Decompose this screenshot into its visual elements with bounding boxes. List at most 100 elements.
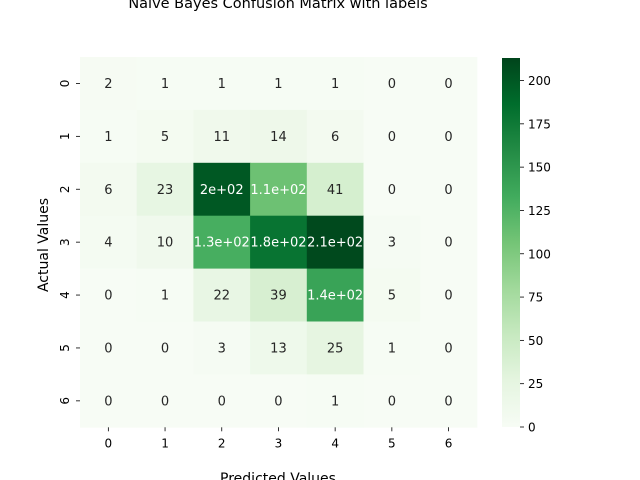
cell-label: 0 [161,341,169,356]
heatmap-cell [306,215,364,269]
cell-label: 0 [161,394,169,409]
heatmap-cell [250,268,308,322]
heatmap-cell [420,268,478,322]
heatmap-cell [136,321,194,375]
heatmap-cell [250,57,308,111]
heatmap-cell [250,162,308,217]
y-axis-ticks: 0 1 2 3 4 5 6 [58,80,80,405]
heatmap-cell [363,162,421,217]
heatmap-cell [193,268,251,322]
heatmap-cell [363,321,421,375]
heatmap-cells: 2 1 1 1 1 0 01 5 11 14 6 0 06 23 2e+02 1.1e+02 41 0 04 10 1.… [80,57,478,428]
cell-label: 1 [218,77,226,92]
cell-label: 1 [274,77,282,92]
heatmap-cell [80,374,138,428]
heatmap-cell [80,268,138,322]
cell-label: 5 [161,130,169,145]
heatmap-cell [306,321,364,375]
x-tick-label: 6 [445,436,453,450]
cell-label: 1 [331,77,339,92]
cell-label: 0 [274,394,282,409]
colorbar-tick-label: 175 [528,117,551,131]
heatmap-cell [306,162,364,217]
colorbar-ticks: 0 25 50 75 100 125 150 175 200 [520,74,551,435]
cell-label: 41 [327,183,344,198]
cell-label: 14 [270,130,287,145]
cell-label: 2e+02 [200,183,244,198]
heatmap-cell [363,57,421,111]
cell-label: 39 [270,289,287,304]
cell-label: 0 [388,394,396,409]
x-tick-label: 4 [331,436,339,450]
cell-label: 3 [388,236,396,251]
cell-label: 0 [388,130,396,145]
cell-label: 11 [213,130,230,145]
heatmap-cell [80,215,138,269]
heatmap-cell [250,321,308,375]
cell-label: 1.3e+02 [194,236,250,251]
heatmap-cell [193,57,251,111]
cell-label: 1 [331,394,339,409]
x-tick-label: 2 [218,436,226,450]
y-tick-label: 2 [58,185,72,193]
heatmap-cell [363,268,421,322]
heatmap-cell [136,162,194,217]
heatmap-cell [80,109,138,164]
cell-label: 6 [331,130,339,145]
cell-label: 0 [444,236,452,251]
heatmap-cell [420,109,478,164]
cell-label: 3 [218,341,226,356]
x-tick-label: 0 [105,436,113,450]
colorbar-tick-label: 75 [528,291,543,305]
y-tick-label: 5 [58,344,72,352]
colorbar-tick-label: 125 [528,204,551,218]
colorbar [502,58,520,427]
x-axis-label: Predicted Values [220,471,336,480]
colorbar-tick-label: 0 [528,421,536,435]
heatmap-cell [136,57,194,111]
chart-title: Naive Bayes Confusion Matrix with labels [128,0,427,12]
cell-label: 0 [444,130,452,145]
colorbar-tick-label: 100 [528,247,551,261]
y-tick-label: 3 [58,238,72,246]
heatmap-cell [193,109,251,164]
cell-label: 0 [104,394,112,409]
cell-label: 25 [327,341,344,356]
y-tick-label: 1 [58,133,72,141]
cell-label: 0 [104,341,112,356]
heatmap-cell [306,57,364,111]
heatmap-cell [136,109,194,164]
heatmap-cell [193,321,251,375]
heatmap-cell [306,268,364,322]
cell-label: 2.1e+02 [307,236,363,251]
y-tick-label: 6 [58,397,72,405]
heatmap-cell [306,374,364,428]
heatmap-cell [136,268,194,322]
colorbar-tick-label: 200 [528,74,551,88]
y-tick-label: 4 [58,291,72,299]
cell-label: 0 [444,394,452,409]
cell-label: 1 [388,341,396,356]
cell-label: 1 [161,77,169,92]
heatmap-cell [80,321,138,375]
heatmap-cell [420,162,478,217]
heatmap-cell [420,374,478,428]
heatmap-cell [363,215,421,269]
cell-label: 1.4e+02 [307,289,363,304]
cell-label: 0 [444,77,452,92]
heatmap-cell [250,109,308,164]
colorbar-tick-label: 25 [528,377,543,391]
cell-label: 0 [388,183,396,198]
heatmap-cell [193,162,251,217]
y-axis-label: Actual Values [36,198,52,292]
x-tick-label: 1 [161,436,169,450]
heatmap-cell [193,374,251,428]
cell-label: 4 [104,236,112,251]
heatmap-cell [420,215,478,269]
heatmap-cell [80,162,138,217]
x-tick-label: 3 [275,436,283,450]
heatmap-cell [363,109,421,164]
heatmap-cell [306,109,364,164]
cell-label: 0 [444,183,452,198]
